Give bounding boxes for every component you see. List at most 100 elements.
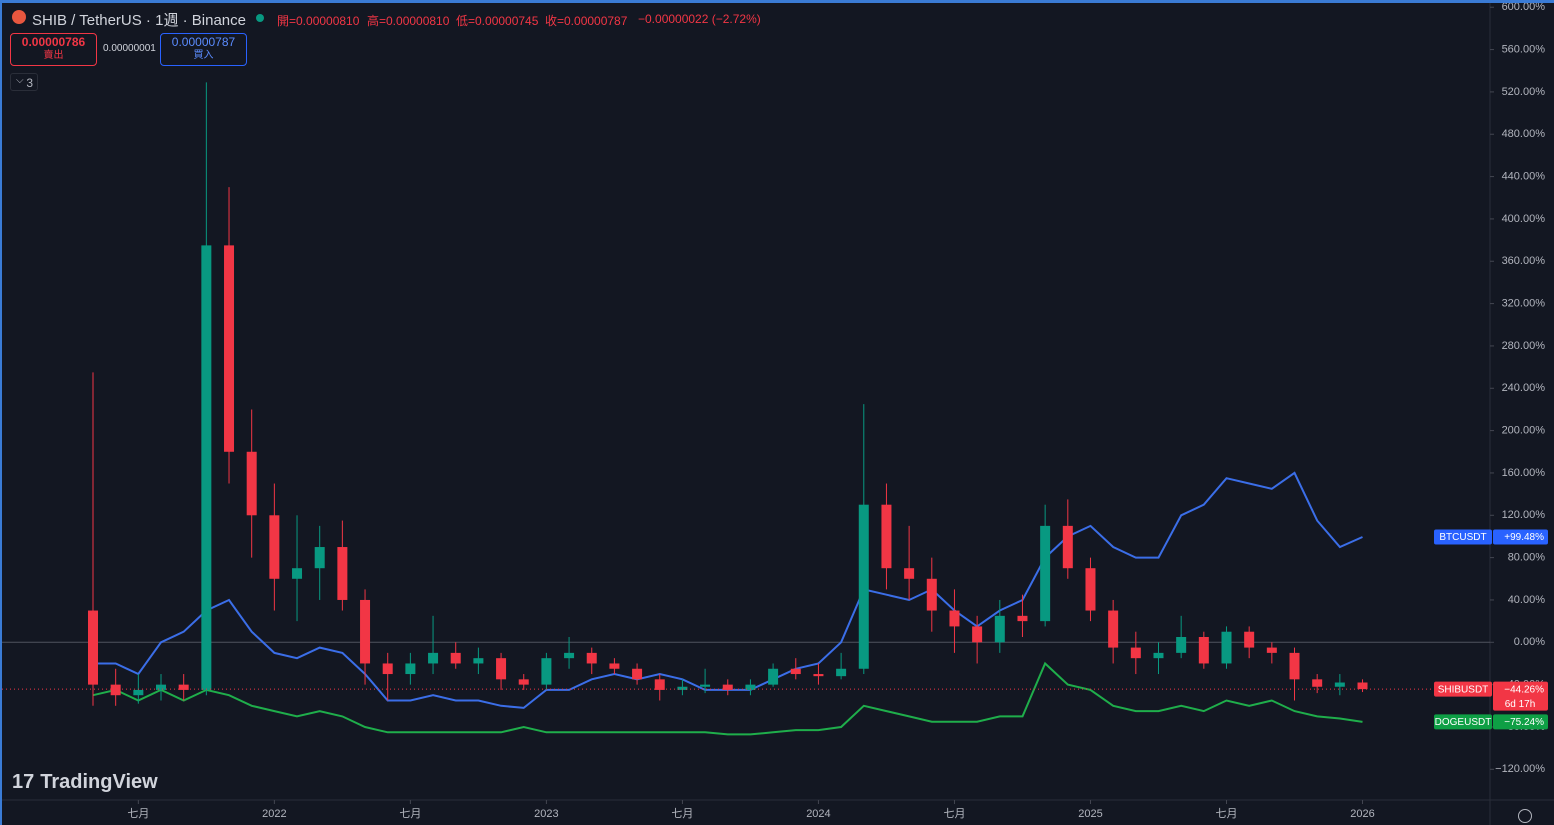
candle-body <box>450 652 461 664</box>
line-series <box>93 471 1363 709</box>
candle-body <box>1312 679 1323 687</box>
candle-body <box>110 684 121 696</box>
watermark-logo: 17 <box>12 771 35 793</box>
ohlc-close: 收=0.00000787 <box>545 14 628 28</box>
y-tick-label: 440.00% <box>1502 170 1546 182</box>
candle-body <box>201 245 212 690</box>
series-name-tag <box>1434 681 1492 697</box>
candle-body <box>1334 682 1345 687</box>
x-tick-label: 七月 <box>671 807 693 820</box>
candle-body <box>1198 637 1209 664</box>
candle-body <box>1062 525 1073 569</box>
x-tick-label: 七月 <box>943 807 965 820</box>
candle-body <box>269 515 280 579</box>
price-change: −0.00000022 (−2.72%) <box>638 12 761 26</box>
candle-body <box>564 652 575 659</box>
candle-body <box>428 652 439 664</box>
y-tick-label: −120.00% <box>1495 763 1545 775</box>
candle-body <box>178 684 189 690</box>
candle-body <box>994 615 1005 643</box>
y-tick-label: 80.00% <box>1508 552 1546 564</box>
candle-body <box>337 547 348 600</box>
value-tag <box>1493 681 1548 711</box>
candle-body <box>405 663 416 675</box>
candle-body <box>745 684 756 690</box>
candle-body <box>360 599 371 664</box>
candle-body <box>1040 525 1051 622</box>
candle-body <box>949 610 960 627</box>
spread: 0.00000001 <box>103 43 156 54</box>
candle-body <box>133 689 144 696</box>
series-name: SHIBUSDT <box>1438 684 1489 695</box>
candle-body <box>881 504 892 569</box>
indicator-toggle[interactable]: 3 <box>10 73 38 91</box>
y-tick-label: 280.00% <box>1502 340 1546 352</box>
candle-body <box>292 568 303 579</box>
symbol-logo <box>12 10 26 24</box>
market-status <box>256 14 264 22</box>
candle-body <box>654 679 665 690</box>
candle-body <box>586 652 597 664</box>
candle-body <box>1153 652 1164 659</box>
x-tick-label: 七月 <box>1216 807 1238 820</box>
y-tick-label: 200.00% <box>1502 425 1546 437</box>
y-tick-label: 480.00% <box>1502 128 1546 140</box>
chevron-icon: ⌵ <box>16 75 24 86</box>
series-name-tag <box>1434 714 1492 730</box>
sell-button[interactable]: 0.00000786 賣出 <box>10 33 97 66</box>
buy-label: 買入 <box>193 50 214 61</box>
value-label: +99.48% <box>1504 532 1544 543</box>
x-tick-label: 2025 <box>1078 808 1102 820</box>
y-tick-label: 560.00% <box>1502 43 1546 55</box>
series-name: DOGEUSDT <box>1435 717 1492 728</box>
series-name-tag <box>1434 529 1492 545</box>
candle-body <box>1017 615 1028 622</box>
candle-body <box>314 547 325 569</box>
buy-button[interactable]: 0.00000787 買入 <box>160 33 247 66</box>
chart: 600.00% 560.00% 520.00% 480.00% 440.00% 400.0… <box>2 3 1554 825</box>
candle-body <box>609 663 620 669</box>
watermark-text: TradingView <box>40 771 158 793</box>
candle-body <box>1357 682 1368 690</box>
candle-body <box>518 679 529 685</box>
candle-body <box>972 626 983 643</box>
value-label: −44.26% <box>1504 684 1544 695</box>
candle-body <box>768 668 779 685</box>
candle-body <box>858 504 869 669</box>
ohlc-open: 開=0.00000810 <box>277 14 360 28</box>
candle-body <box>677 686 688 690</box>
countdown: 6d 17h <box>1505 699 1536 710</box>
line-series <box>92 661 1363 736</box>
y-tick-label: 120.00% <box>1502 509 1546 521</box>
candle-body <box>632 668 643 680</box>
candle-body <box>836 668 847 677</box>
sell-label: 賣出 <box>43 50 64 61</box>
value-tag <box>1493 714 1548 730</box>
settings-icon[interactable] <box>1518 809 1532 823</box>
y-tick-label: 0.00% <box>1514 636 1545 648</box>
indicator-count: 3 <box>26 76 33 90</box>
watermark: 17 TradingView <box>12 771 158 794</box>
y-tick-label: 160.00% <box>1502 467 1546 479</box>
candle-body <box>224 245 235 452</box>
x-tick-label: 七月 <box>127 807 149 820</box>
candle-body <box>1244 631 1255 648</box>
y-tick-label: 400.00% <box>1502 213 1546 225</box>
candle-body <box>541 658 552 685</box>
y-tick-label: 520.00% <box>1502 86 1546 98</box>
ohlc-low: 低=0.00000745 <box>456 14 539 28</box>
candle-body <box>1221 631 1232 664</box>
y-tick-label: 240.00% <box>1502 382 1546 394</box>
sell-price: 0.00000786 <box>21 35 86 49</box>
candle-body <box>904 568 915 579</box>
symbol-title[interactable]: SHIB / TetherUS · 1週 · Binance <box>32 12 246 29</box>
candle-body <box>700 684 711 687</box>
x-tick-label: 七月 <box>399 807 421 820</box>
value-label: −75.24% <box>1504 717 1544 728</box>
series-name: BTCUSDT <box>1439 532 1486 543</box>
candle-body <box>156 684 167 690</box>
x-tick-label: 2024 <box>806 808 830 820</box>
candle-body <box>1108 610 1119 648</box>
buy-price: 0.00000787 <box>171 35 236 49</box>
